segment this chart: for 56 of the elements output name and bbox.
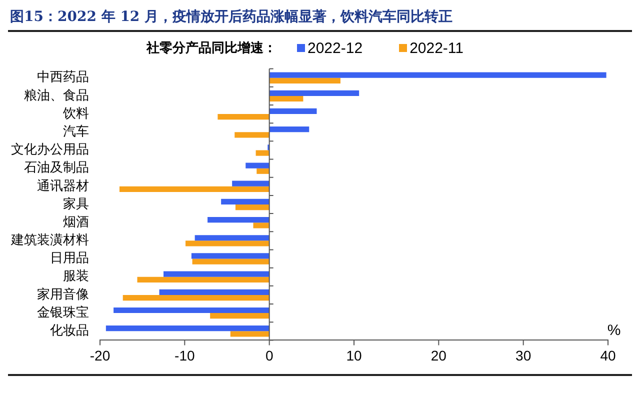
x-tick-label: 20 — [430, 347, 447, 364]
x-tick-label: 0 — [265, 347, 274, 364]
bar — [269, 72, 606, 78]
bar — [137, 276, 270, 282]
y-tick-label: 中西药品 — [37, 70, 89, 86]
bar — [119, 186, 270, 192]
x-tick-label: -10 — [174, 347, 195, 364]
x-tick-label: 30 — [516, 347, 532, 364]
bar — [235, 204, 270, 210]
legend-label: 2022-12 — [306, 40, 363, 56]
x-tick-label: 40 — [600, 347, 616, 364]
y-tick-label: 金银珠宝 — [37, 304, 89, 320]
bar — [232, 180, 270, 186]
bar — [253, 222, 270, 228]
y-tick-label: 家用音像 — [37, 286, 89, 302]
x-tick-label: -20 — [90, 347, 110, 364]
y-tick-label: 建筑装潢材料 — [10, 233, 89, 248]
bar — [256, 150, 270, 156]
bar — [234, 132, 270, 138]
y-tick-label: 烟酒 — [63, 214, 89, 230]
bar — [269, 78, 340, 84]
bar — [269, 108, 317, 114]
chart-title: 图15：2022 年 12 月，疫情放开后药品涨幅显著，饮料汽车同比转正 — [8, 8, 632, 32]
y-tick-label: 日用品 — [50, 251, 89, 266]
legend-title: 社零分产品同比增速： — [146, 40, 276, 57]
y-tick-label: 通讯器材 — [37, 178, 89, 194]
bar — [269, 90, 360, 96]
y-tick-label: 家具 — [63, 196, 89, 212]
bar — [208, 216, 270, 223]
bar — [114, 307, 270, 314]
bar — [269, 96, 304, 102]
bar — [164, 271, 270, 277]
y-tick-label: 服装 — [63, 269, 89, 284]
bar — [230, 331, 270, 337]
y-tick-label: 石油及制品 — [24, 160, 89, 176]
y-tick-label: 汽车 — [63, 124, 89, 140]
y-tick-label: 化妆品 — [50, 324, 89, 339]
bar — [269, 126, 310, 132]
bar — [191, 253, 270, 259]
bar — [194, 235, 270, 241]
bar — [159, 289, 270, 295]
x-tick-label: 10 — [346, 347, 362, 364]
bar — [256, 168, 270, 174]
bar — [106, 326, 270, 332]
bar — [210, 313, 270, 319]
bar — [246, 162, 270, 168]
legend-label: 2022-11 — [408, 40, 464, 56]
bar — [192, 258, 270, 264]
y-tick-label: 饮料 — [62, 106, 89, 122]
bar — [122, 294, 270, 301]
y-tick-label: 文化办公用品 — [11, 142, 89, 158]
x-axis-title: % — [607, 322, 621, 339]
y-tick-label: 粮油、食品 — [24, 88, 89, 104]
bar — [218, 114, 270, 120]
bar — [221, 198, 270, 204]
bar — [186, 240, 270, 246]
